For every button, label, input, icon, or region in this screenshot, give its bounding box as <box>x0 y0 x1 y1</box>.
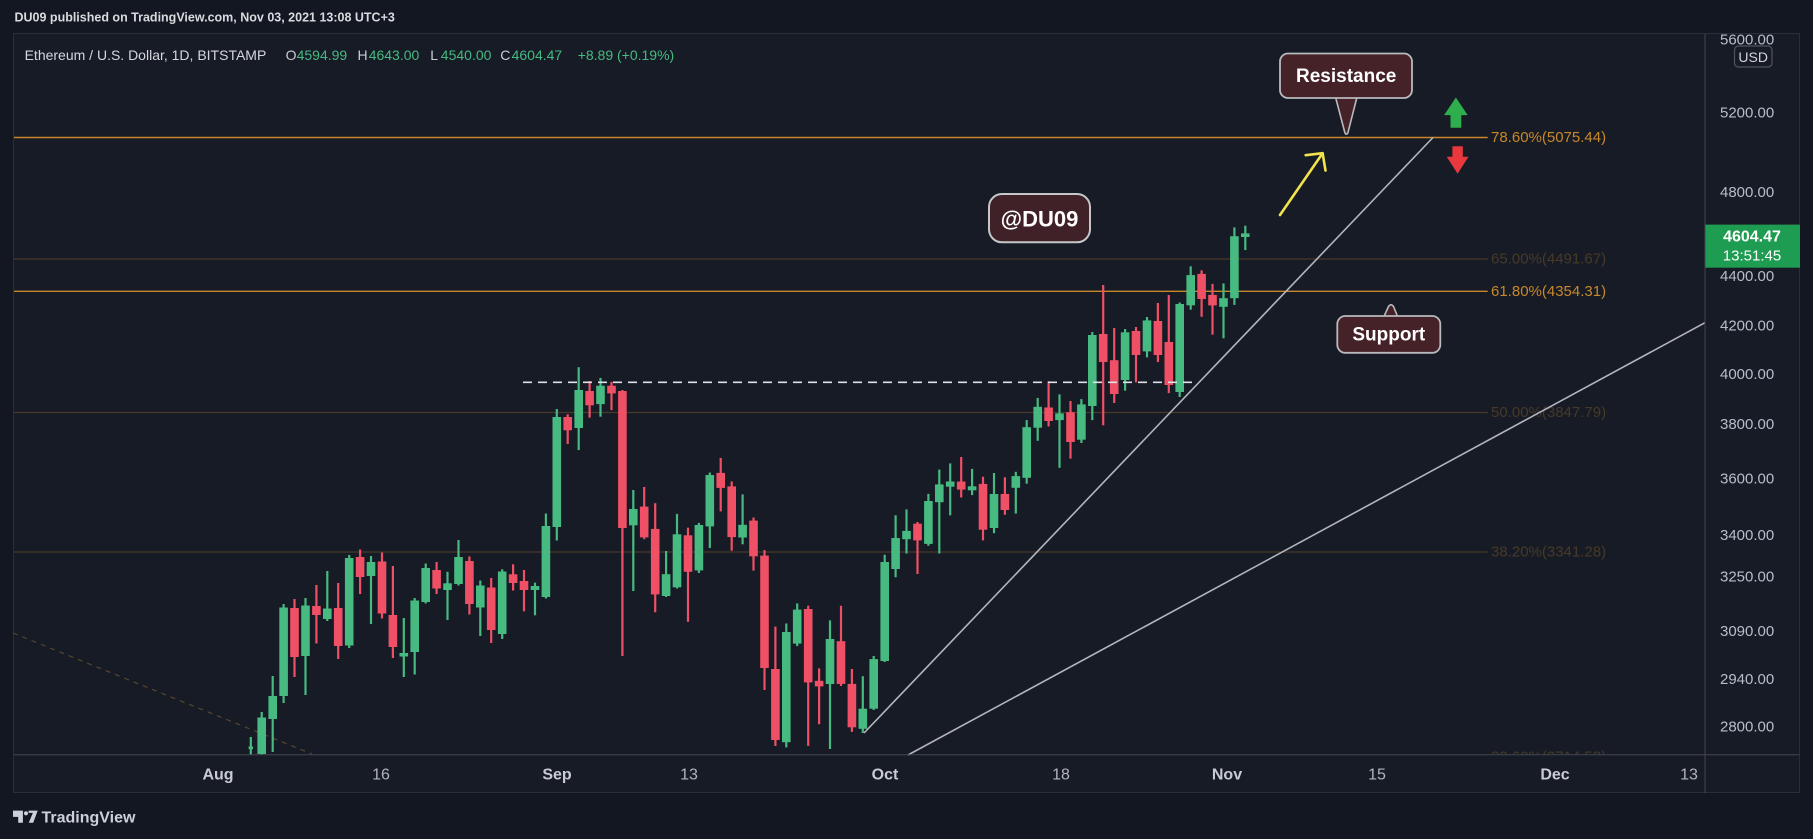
svg-text:O: O <box>286 47 297 63</box>
svg-text:Support: Support <box>1352 324 1425 345</box>
svg-text:5200.00: 5200.00 <box>1720 105 1774 122</box>
svg-text:2940.00: 2940.00 <box>1720 671 1774 688</box>
svg-text:TradingView: TradingView <box>42 809 137 826</box>
svg-text:4594.99: 4594.99 <box>297 47 348 63</box>
svg-text:@DU09: @DU09 <box>1001 206 1079 231</box>
svg-text:13: 13 <box>680 767 698 784</box>
svg-text:5600.00: 5600.00 <box>1720 32 1774 49</box>
svg-text:15: 15 <box>1368 767 1386 784</box>
svg-text:USD: USD <box>1738 49 1768 65</box>
svg-text:78.60%(5075.44): 78.60%(5075.44) <box>1491 129 1606 146</box>
svg-text:3400.00: 3400.00 <box>1720 527 1774 544</box>
svg-text:18: 18 <box>1052 767 1070 784</box>
svg-text:3090.00: 3090.00 <box>1720 623 1774 640</box>
svg-text:Sep: Sep <box>542 767 572 784</box>
svg-text:L: L <box>430 47 438 63</box>
svg-text:61.80%(4354.31): 61.80%(4354.31) <box>1491 283 1606 300</box>
svg-text:38.20%(3341.28): 38.20%(3341.28) <box>1491 544 1606 561</box>
svg-text:4604.47: 4604.47 <box>1723 228 1781 245</box>
svg-text:65.00%(4491.67): 65.00%(4491.67) <box>1491 251 1606 268</box>
svg-text:23.60%(2714.58): 23.60%(2714.58) <box>1491 749 1606 766</box>
svg-text:Ethereum / U.S. Dollar, 1D, BI: Ethereum / U.S. Dollar, 1D, BITSTAMP <box>25 47 267 63</box>
svg-text:+8.89 (+0.19%): +8.89 (+0.19%) <box>578 47 675 63</box>
svg-text:16: 16 <box>372 767 390 784</box>
svg-text:13:51:45: 13:51:45 <box>1723 248 1781 265</box>
svg-text:50.00%(3847.79): 50.00%(3847.79) <box>1491 404 1606 421</box>
svg-text:4800.00: 4800.00 <box>1720 184 1774 201</box>
svg-text:4643.00: 4643.00 <box>369 47 420 63</box>
svg-text:4604.47: 4604.47 <box>512 47 563 63</box>
svg-text:13: 13 <box>1680 767 1698 784</box>
svg-text:C: C <box>500 47 510 63</box>
svg-text:DU09 published on TradingView.: DU09 published on TradingView.com, Nov 0… <box>15 11 395 25</box>
svg-text:Resistance: Resistance <box>1296 66 1396 87</box>
svg-text:3250.00: 3250.00 <box>1720 569 1774 586</box>
svg-text:H: H <box>358 47 368 63</box>
svg-text:Aug: Aug <box>202 767 233 784</box>
svg-text:Dec: Dec <box>1540 767 1569 784</box>
svg-text:4400.00: 4400.00 <box>1720 268 1774 285</box>
svg-text:3600.00: 3600.00 <box>1720 470 1774 487</box>
svg-text:4540.00: 4540.00 <box>441 47 492 63</box>
svg-text:4200.00: 4200.00 <box>1720 318 1774 335</box>
svg-text:Nov: Nov <box>1212 767 1242 784</box>
svg-text:Oct: Oct <box>872 767 899 784</box>
svg-text:4000.00: 4000.00 <box>1720 366 1774 383</box>
svg-text:2800.00: 2800.00 <box>1720 719 1774 736</box>
svg-text:3800.00: 3800.00 <box>1720 416 1774 433</box>
